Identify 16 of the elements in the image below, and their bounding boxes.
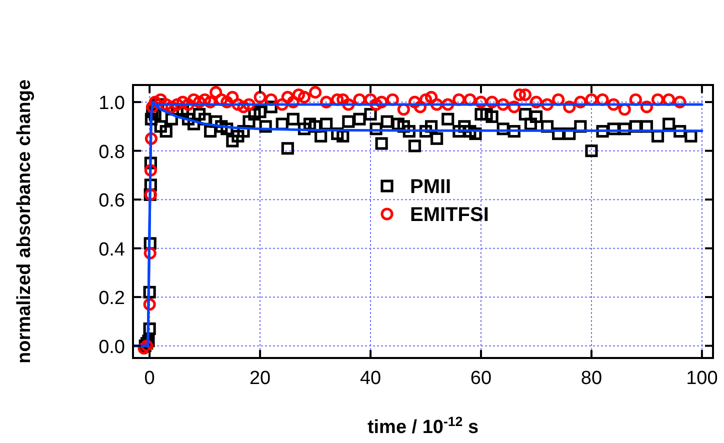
x-tick-label: 0 [144, 368, 155, 389]
x-tick-label: 80 [580, 368, 602, 389]
y-axis-title: normalized absorbance change [14, 79, 35, 364]
x-tick-label: 60 [470, 368, 492, 389]
legend-label: PMII [410, 176, 452, 198]
y-tick-label: 0.0 [98, 336, 125, 358]
y-tick-label: 0.8 [98, 142, 125, 163]
y-tick-label: 0.2 [98, 288, 125, 310]
y-tick-label: 0.6 [98, 190, 125, 212]
legend-label: EMITFSI [410, 204, 489, 226]
x-tick-label: 20 [249, 368, 271, 389]
x-axis-title: time / 10$^{-12}$ s [367, 414, 479, 438]
x-tick-label: 100 [686, 368, 718, 389]
y-tick-label: 0.4 [98, 239, 126, 260]
y-tick-label: 1.0 [98, 93, 125, 114]
x-tick-label: 40 [360, 368, 382, 389]
